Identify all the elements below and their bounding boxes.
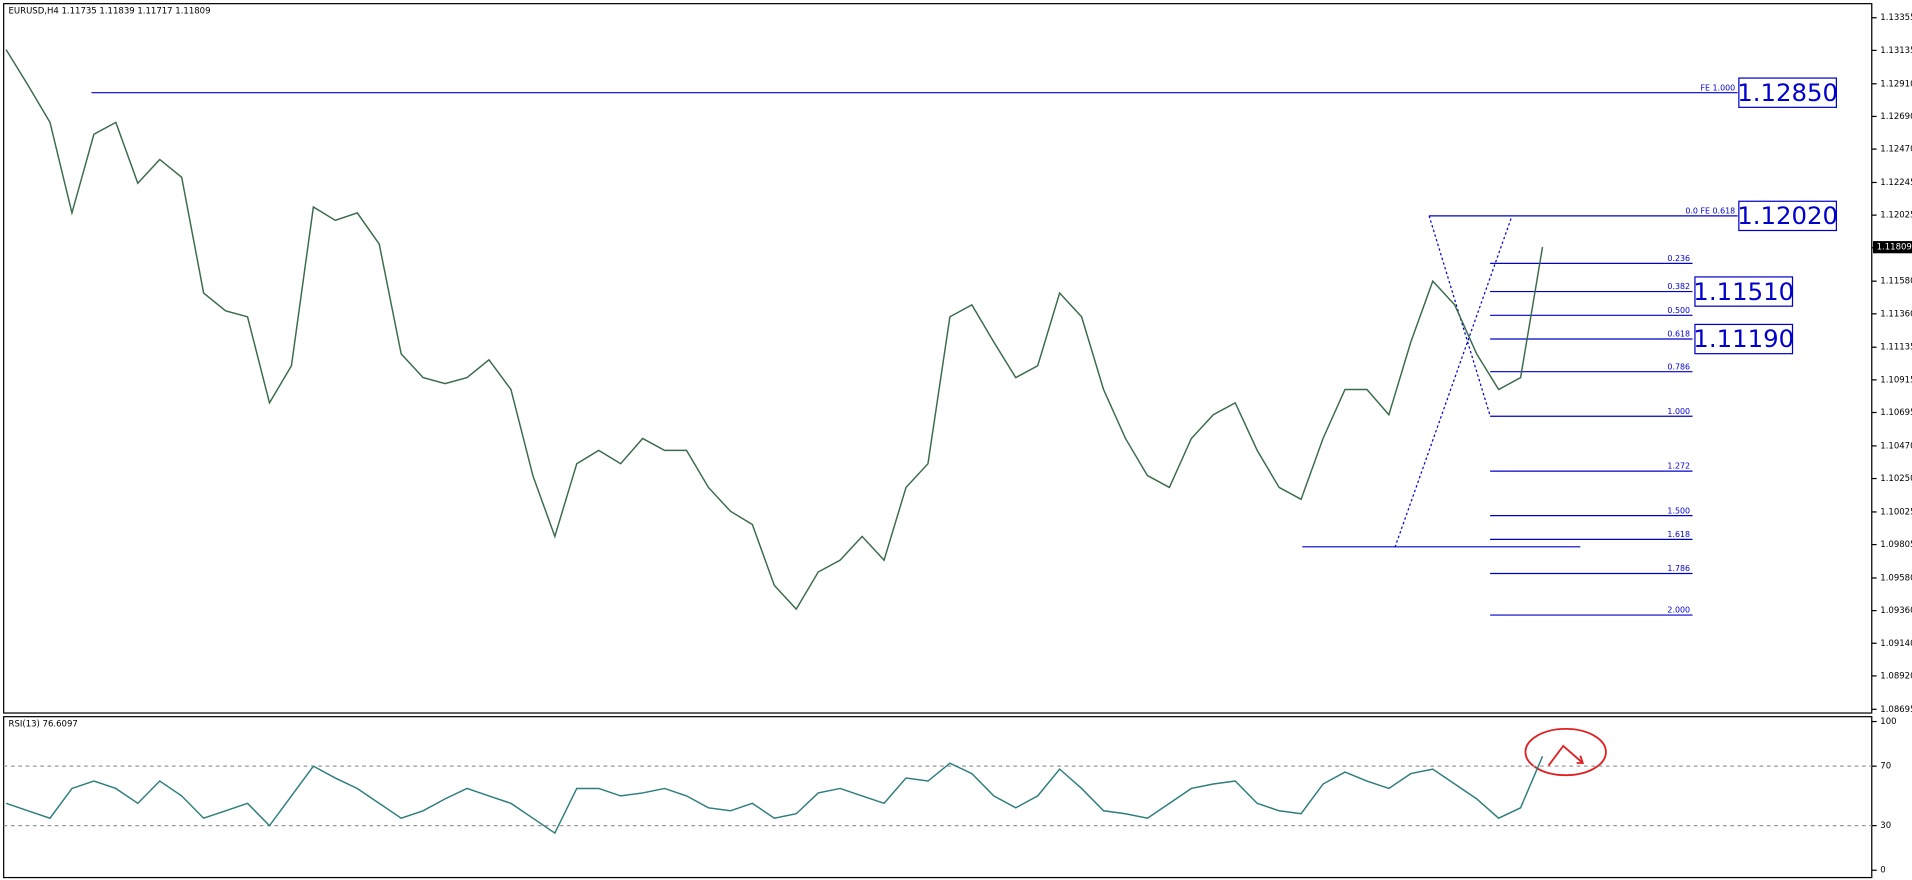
y-tick-label: 1.12690 bbox=[1880, 112, 1912, 122]
y-tick-label: 1.12245 bbox=[1880, 178, 1912, 188]
fib-level-label: 0.382 bbox=[1667, 282, 1690, 291]
price-line bbox=[5, 756, 1544, 835]
y-tick-label: 1.11135 bbox=[1880, 343, 1912, 353]
fib-level-label: 0.786 bbox=[1667, 362, 1690, 371]
current-price-label: 1.11809 bbox=[1877, 243, 1912, 253]
y-tick-label: 0 bbox=[1880, 866, 1885, 876]
y-tick-label: 1.13135 bbox=[1880, 46, 1912, 56]
y-tick-label: 70 bbox=[1880, 762, 1891, 772]
y-tick-label: 30 bbox=[1880, 821, 1891, 831]
fe-level-label: FE 1.000 bbox=[1700, 83, 1735, 92]
rsi-arrow-head bbox=[1576, 755, 1585, 764]
level-box-label: 1.11190 bbox=[1693, 324, 1794, 353]
rsi-highlight bbox=[1524, 727, 1607, 777]
y-tick-label: 1.09360 bbox=[1880, 606, 1912, 616]
level-box-label: 1.12850 bbox=[1737, 78, 1838, 107]
y-tick-label: 1.11360 bbox=[1880, 309, 1912, 319]
level-box-label: 1.12020 bbox=[1737, 201, 1838, 230]
fib-level-label: 1.618 bbox=[1667, 530, 1690, 539]
y-tick-label: 1.09140 bbox=[1880, 639, 1912, 649]
y-tick-label: 1.08920 bbox=[1880, 671, 1912, 681]
level-box bbox=[1738, 200, 1838, 232]
rsi-arrow bbox=[1547, 744, 1584, 766]
level-box-label: 1.11510 bbox=[1693, 277, 1794, 306]
y-tick-label: 100 bbox=[1880, 717, 1896, 727]
y-tick-label: 1.12910 bbox=[1880, 79, 1912, 89]
current-price-tag bbox=[1872, 241, 1912, 254]
y-tick-label: 1.12470 bbox=[1880, 145, 1912, 155]
price-panel bbox=[3, 3, 1873, 714]
rsi-panel bbox=[3, 716, 1873, 879]
fib-level-label: 1.000 bbox=[1667, 407, 1690, 416]
rsi-title: RSI(13) 76.6097 bbox=[9, 719, 78, 729]
y-tick-label: 1.09580 bbox=[1880, 573, 1912, 583]
level-box bbox=[1694, 276, 1794, 307]
y-tick-label: 1.10470 bbox=[1880, 441, 1912, 451]
y-tick-label: 1.10915 bbox=[1880, 375, 1912, 385]
y-tick-label: 1.10025 bbox=[1880, 507, 1912, 517]
fe-swing bbox=[1394, 215, 1513, 548]
y-tick-label: 1.13355 bbox=[1880, 13, 1912, 23]
y-tick-label: 1.12025 bbox=[1880, 211, 1912, 221]
fib-level-label: 0.618 bbox=[1667, 330, 1690, 339]
fib-level-label: 1.500 bbox=[1667, 506, 1690, 515]
level-box bbox=[1738, 77, 1838, 108]
y-tick-label: 1.11580 bbox=[1880, 277, 1912, 287]
fib-level-label: 2.000 bbox=[1667, 606, 1690, 615]
fib-level-label: 0.500 bbox=[1667, 306, 1690, 315]
fib-level-label: 0.236 bbox=[1667, 254, 1690, 263]
fib-level-label: 1.786 bbox=[1667, 564, 1690, 573]
y-tick-label: 1.10250 bbox=[1880, 474, 1912, 484]
fib-level-label: 1.272 bbox=[1667, 462, 1690, 471]
price-line bbox=[5, 49, 1544, 611]
price-title: EURUSD,H4 1.11735 1.11839 1.11717 1.1180… bbox=[9, 6, 211, 16]
fe-level-label: 0.0 FE 0.618 bbox=[1685, 206, 1735, 215]
y-tick-label: 1.09805 bbox=[1880, 540, 1912, 550]
level-box bbox=[1694, 323, 1794, 355]
y-tick-label: 1.08695 bbox=[1880, 705, 1912, 715]
y-tick-label: 1.10695 bbox=[1880, 408, 1912, 418]
